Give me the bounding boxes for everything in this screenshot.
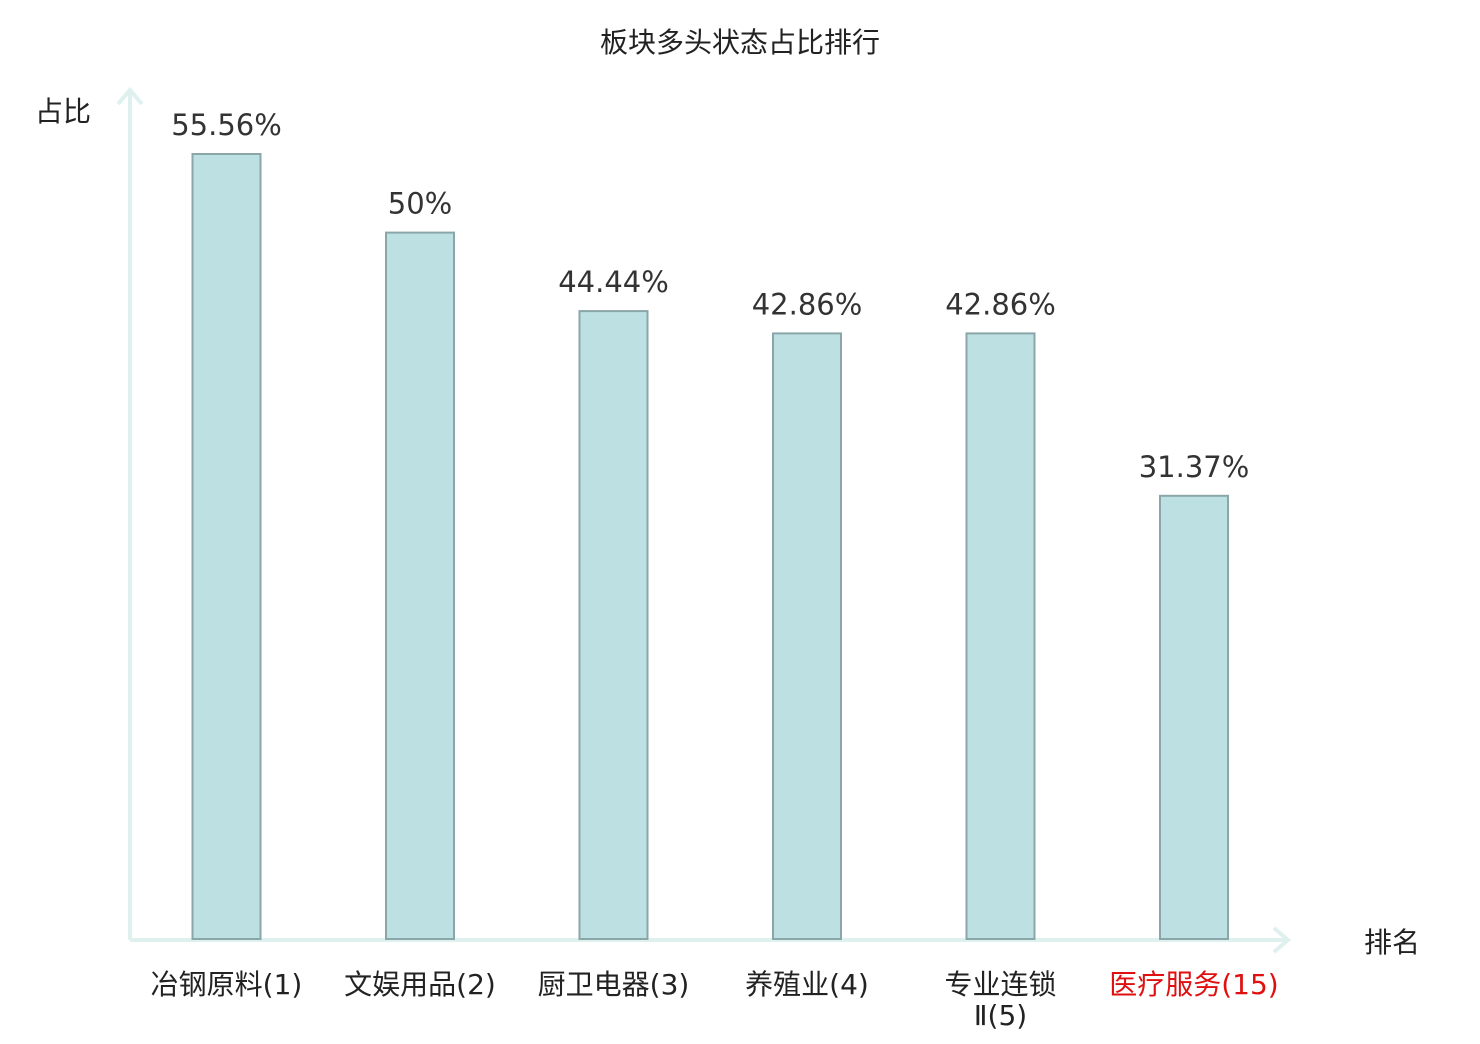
bar-value-label: 42.86% — [945, 287, 1056, 321]
bar-value-label: 55.56% — [171, 108, 282, 142]
bar-value-label: 42.86% — [752, 287, 863, 321]
x-tick-label: 冶钢原料(1) — [151, 968, 303, 1001]
y-axis-arrow — [116, 86, 144, 106]
bar-value-label: 50% — [388, 187, 452, 221]
x-tick-label: 养殖业(4) — [745, 968, 869, 1001]
x-tick-label: 文娱用品(2) — [344, 968, 496, 1001]
bar — [191, 153, 262, 940]
bars-group: 55.56% 冶钢原料(1) 50% 文娱用品(2) 44.44% 厨卫电器(3) 42.8… — [151, 108, 1279, 1032]
bar-value-label: 44.44% — [558, 265, 669, 299]
x-tick-label: 专业连锁 — [944, 968, 1056, 1001]
bar — [965, 332, 1036, 940]
x-tick-label: 厨卫电器(3) — [538, 968, 690, 1001]
x-tick-label: Ⅱ(5) — [974, 999, 1027, 1032]
y-axis-label: 占比 — [35, 95, 91, 128]
bar — [578, 310, 649, 941]
bar — [772, 332, 842, 940]
bar — [1159, 494, 1229, 940]
x-axis-arrow — [1272, 926, 1292, 954]
bar-value-label: 31.37% — [1139, 450, 1250, 484]
x-axis-label: 排名 — [1364, 926, 1420, 959]
bar — [385, 231, 455, 941]
x-tick-label: 医疗服务(15) — [1109, 968, 1278, 1001]
chart-title: 板块多头状态占比排行 — [600, 26, 880, 59]
